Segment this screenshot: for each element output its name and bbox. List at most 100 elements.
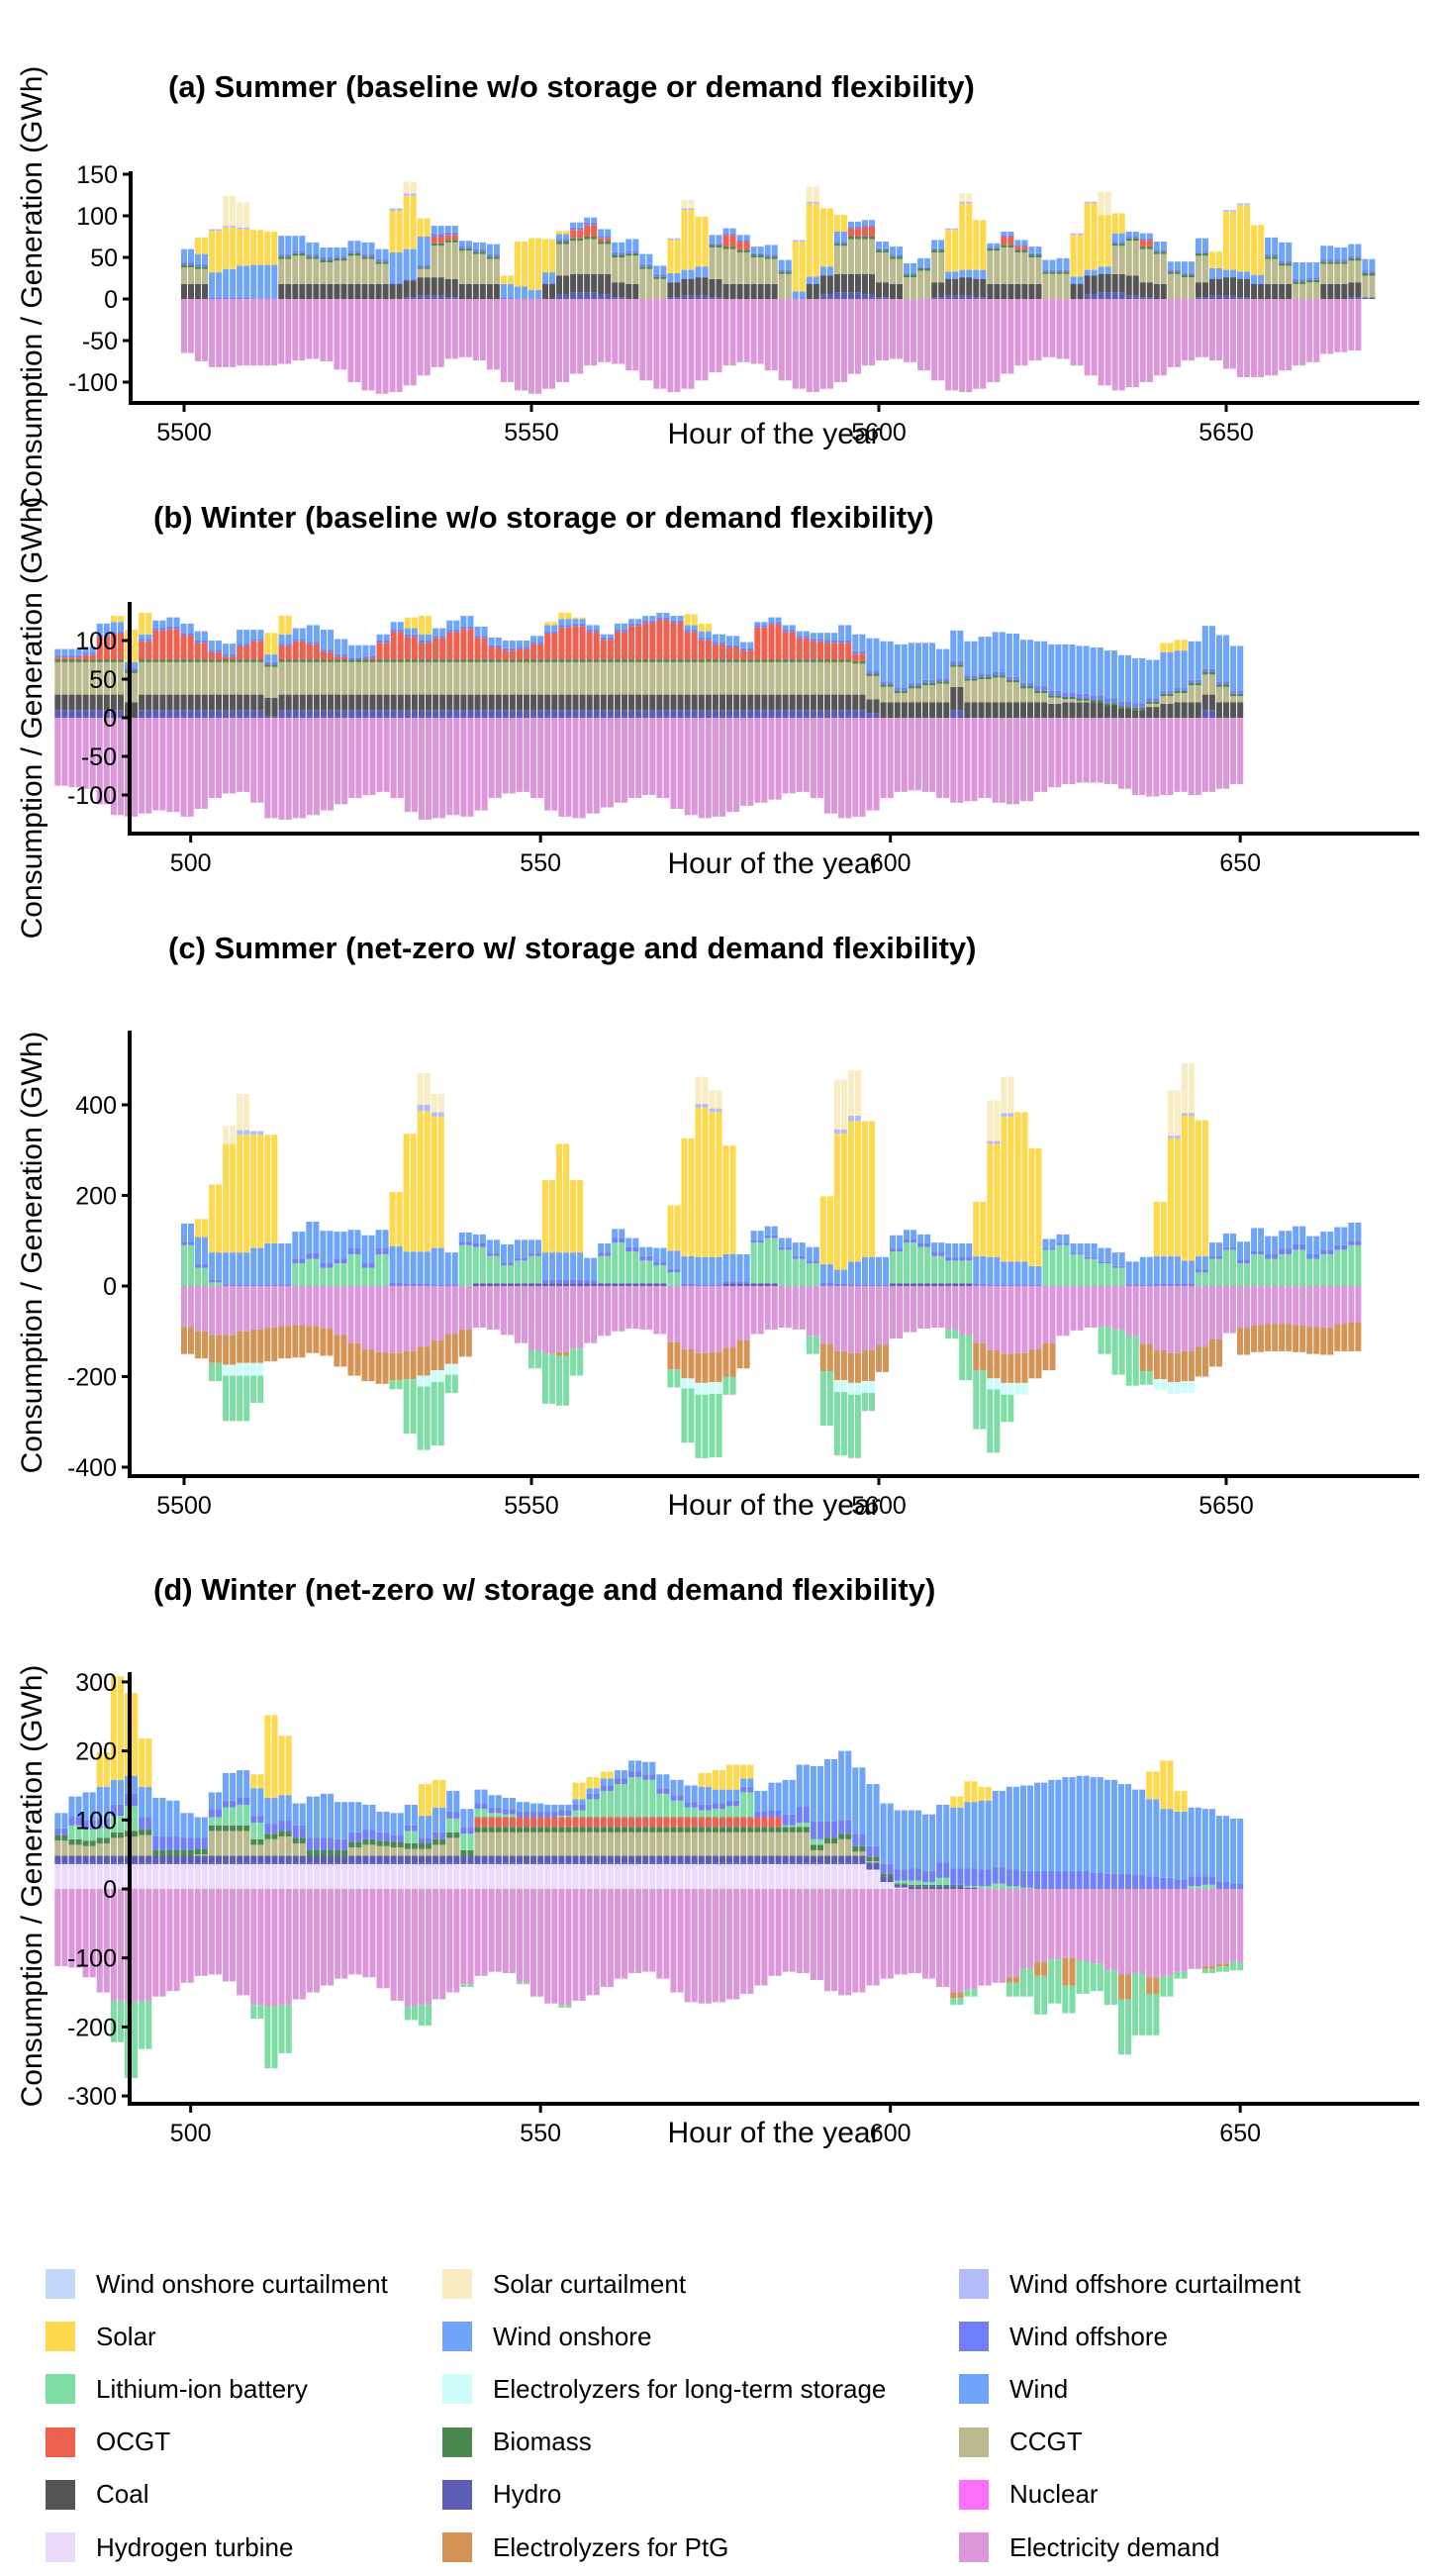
bar-electricity-demand (117, 718, 124, 816)
bar-wind-onshore (271, 1242, 278, 1285)
bar-biomass (635, 1827, 642, 1833)
bar-electrolyzers-long-term (1188, 1381, 1195, 1393)
bar-hydrogen-turbine (649, 1863, 656, 1889)
bar-electricity-demand (437, 299, 444, 367)
bar-ccgt (740, 661, 747, 695)
bar-lithium-ion-battery (1313, 1258, 1320, 1286)
bar-wind-offshore (500, 1262, 507, 1265)
bar-biomass (271, 664, 278, 667)
bar-solar (1167, 643, 1174, 652)
bar-wind-offshore (705, 637, 712, 641)
bar-hydro (586, 710, 593, 718)
bar-wind-offshore (964, 675, 971, 679)
bar-ccgt (670, 1832, 677, 1856)
bar-electricity-demand (1327, 1286, 1334, 1329)
bar-wind-onshore (1320, 1232, 1327, 1250)
bar-wind-offshore (1069, 692, 1076, 697)
bar-lithium-ion-battery (1160, 1975, 1167, 1997)
x-axis-label: Hour of the year (667, 2117, 881, 2149)
bar-biomass (61, 1834, 68, 1841)
bar-hydro (796, 710, 803, 718)
bar-wind-onshore (527, 1239, 535, 1254)
bar-hydro (670, 710, 677, 718)
bar-biomass (612, 254, 619, 257)
bar-wind-onshore (681, 1255, 688, 1284)
bar-wind-offshore (507, 1262, 514, 1265)
bar-wind-offshore (542, 1279, 549, 1284)
bar-wind-onshore (237, 1770, 243, 1798)
bar-electrolyzers-ptg (340, 1335, 347, 1367)
bar-coal (403, 280, 410, 298)
bar-wind-onshore (789, 1779, 796, 1815)
bar-electricity-demand (453, 1889, 460, 1993)
bar-electricity-demand (306, 1286, 313, 1327)
bar-lithium-ion-battery (1111, 1267, 1118, 1286)
bar-wind-offshore (1034, 686, 1041, 691)
bar-lithium-ion-battery (1069, 1985, 1076, 2014)
bar-hydro (320, 710, 328, 718)
bar-electricity-demand (635, 718, 642, 799)
bar-hydrogen-turbine (54, 1863, 61, 1889)
bar-hydrogen-turbine (152, 1863, 159, 1889)
bar-coal (1195, 702, 1201, 718)
bar-wind-onshore (803, 1764, 810, 1807)
bar-wind-offshore (565, 625, 572, 628)
bar-electricity-demand (1188, 1286, 1195, 1351)
bar-wind-onshore (845, 1750, 852, 1821)
bar-wind-offshore (306, 253, 313, 257)
bar-coal (110, 694, 117, 711)
bar-electricity-demand (1279, 299, 1286, 371)
bar-coal (1334, 283, 1341, 299)
bar-wind-offshore (558, 1810, 565, 1817)
bar-lithium-ion-battery (796, 1823, 803, 1828)
bar-ccgt (451, 242, 458, 279)
bar-lithium-ion-battery (1153, 1993, 1160, 2035)
bar-biomass (593, 1827, 600, 1833)
bar-biomass (340, 257, 347, 261)
bar-biomass (635, 659, 642, 662)
bar-wind-offshore (139, 639, 145, 642)
bar-solar (437, 1116, 444, 1248)
bar-wind-onshore (1104, 266, 1111, 273)
bar-biomass (733, 659, 740, 662)
bar-wind-offshore-curtailment (1001, 1113, 1007, 1117)
bar-biomass (649, 1827, 656, 1833)
bar-electricity-demand (257, 299, 264, 366)
bar-coal (188, 283, 195, 299)
bar-hydro (132, 1855, 139, 1864)
bar-electrolyzers-long-term (444, 1363, 451, 1375)
bar-lithium-ion-battery (257, 1823, 264, 1839)
bar-lithium-ion-battery (586, 1799, 593, 1818)
bar-wind-onshore (537, 1803, 544, 1812)
bar-wind-offshore (152, 628, 159, 631)
bar-electricity-demand (861, 1286, 868, 1350)
bar-wind-onshore (924, 1234, 931, 1243)
bar-hydrogen-turbine (335, 1863, 341, 1889)
bar-wind-onshore (875, 242, 883, 248)
bar-electricity-demand (1076, 718, 1083, 783)
bar-electricity-demand (1174, 1286, 1181, 1353)
bar-electrolyzers-ptg (743, 1339, 750, 1369)
bar-wind-onshore (667, 272, 674, 282)
bar-electricity-demand (292, 1286, 299, 1326)
bar-electricity-demand (369, 1889, 376, 1978)
bar-wind-offshore (726, 1800, 733, 1807)
bar-hydro (875, 297, 883, 299)
bar-wind-offshore (313, 253, 320, 257)
bar-biomass (230, 1825, 237, 1832)
bar-coal (1098, 273, 1104, 293)
bar-hydro (688, 295, 695, 299)
bar-biomass (754, 659, 761, 662)
bar-ocgt (782, 632, 789, 660)
bar-wind-onshore (994, 243, 1001, 248)
bar-electricity-demand (952, 1286, 959, 1330)
bar-biomass (670, 1827, 677, 1833)
bar-electrolyzers-long-term (250, 1362, 257, 1376)
bar-wind-offshore-curtailment (667, 238, 674, 241)
bar-hydro (754, 710, 761, 718)
bar-wind-offshore (159, 1836, 166, 1850)
bar-lithium-ion-battery (1208, 1258, 1215, 1286)
bar-wind-offshore (355, 657, 362, 660)
legend-swatch (959, 2322, 989, 2352)
bar-wind-offshore (166, 1836, 173, 1850)
